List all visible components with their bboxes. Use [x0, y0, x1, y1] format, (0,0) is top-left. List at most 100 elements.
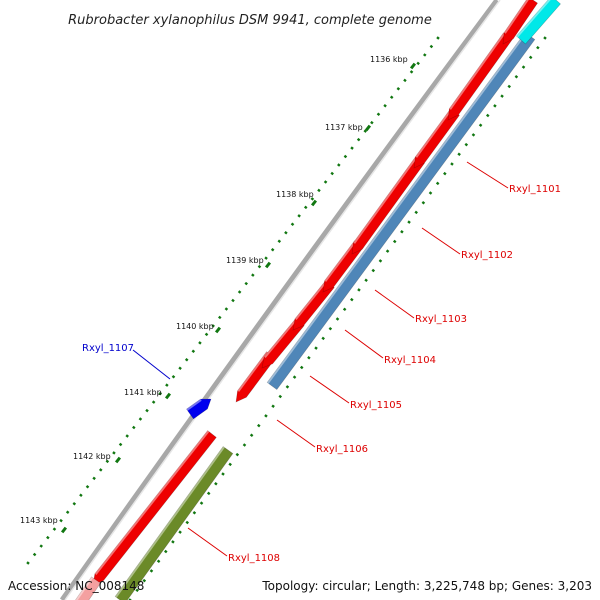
- ruler-dot: [343, 154, 348, 159]
- ruler-ticks: 1136 kbp 1137 kbp 1138 kbp 1139 kbp 1140 kbp…: [20, 36, 547, 600]
- inner-tick: [299, 365, 304, 370]
- ruler-major-tick: [114, 456, 122, 464]
- gene-leader-line: [374, 289, 415, 319]
- inner-tick: [178, 530, 182, 534]
- ruler-dot: [416, 61, 420, 66]
- ruler-dot: [403, 78, 407, 83]
- ruler-dot: [310, 197, 315, 201]
- forward-cds-bar: [75, 576, 101, 600]
- ruler-dot: [132, 425, 136, 430]
- inner-tick: [392, 239, 397, 244]
- ruler-tick-label: 1142 kbp: [73, 452, 111, 461]
- gene-label-rxyl-1103: Rxyl_1103: [415, 314, 467, 325]
- ruler-dot: [26, 561, 30, 565]
- inner-tick: [264, 414, 268, 418]
- ruler-dot: [145, 408, 149, 413]
- inner-tick: [242, 443, 247, 447]
- reverse-feature-bar: [516, 0, 561, 45]
- inner-tick: [228, 462, 232, 467]
- inner-tick: [528, 55, 533, 60]
- gene-label-rxyl-1102: Rxyl_1102: [461, 250, 513, 261]
- ruler-dot: [350, 146, 354, 150]
- ruler-dot: [303, 205, 308, 210]
- ruler-dot: [330, 171, 334, 176]
- ruler-dot: [376, 112, 381, 116]
- gene-leader-line: [187, 527, 228, 557]
- inner-tick: [285, 385, 290, 389]
- ruler-dot: [118, 442, 123, 447]
- ruler-dot: [237, 290, 242, 294]
- inner-tick: [164, 549, 168, 554]
- inner-tick: [536, 45, 540, 50]
- gene-label-rxyl-1107: Rxyl_1107: [82, 343, 134, 354]
- ruler-dot: [158, 391, 163, 396]
- ruler-dot: [125, 434, 129, 438]
- ruler-dot: [92, 476, 96, 481]
- ruler-dot: [171, 374, 176, 379]
- inner-tick: [142, 578, 147, 583]
- ruler-dot: [290, 222, 295, 227]
- ruler-dot: [323, 180, 328, 184]
- gene-label-rxyl-1106: Rxyl_1106: [316, 444, 368, 455]
- gene-leader-line: [309, 375, 350, 404]
- ruler-dot: [257, 264, 262, 269]
- ruler-dot: [423, 53, 427, 57]
- ruler-dot: [231, 298, 235, 303]
- ruler-dot: [191, 349, 196, 354]
- ruler-major-tick: [409, 62, 417, 70]
- inner-tick: [421, 200, 426, 205]
- inner-tick: [443, 171, 447, 176]
- inner-tick: [385, 249, 390, 253]
- inner-tick: [128, 598, 132, 600]
- ruler-dot: [224, 307, 229, 311]
- ruler-dot: [32, 552, 37, 557]
- ruler-tick-label: 1138 kbp: [276, 190, 314, 199]
- inner-tick: [307, 356, 311, 360]
- inner-tick: [378, 259, 383, 263]
- ruler-major-tick: [310, 199, 318, 207]
- inner-tick: [292, 375, 297, 379]
- inner-tick: [149, 569, 154, 573]
- inner-tick: [428, 191, 433, 195]
- ruler-dot: [284, 231, 288, 235]
- inner-tick: [457, 152, 461, 157]
- ruler-dot: [65, 510, 70, 514]
- inner-tick: [135, 588, 139, 593]
- inner-tick: [185, 520, 190, 525]
- gene-leader-line: [276, 419, 316, 448]
- inner-tick: [364, 278, 368, 282]
- inner-tick: [278, 394, 283, 399]
- inner-tick: [371, 268, 376, 273]
- ruler-dot: [198, 341, 202, 345]
- ruler-dot: [429, 44, 434, 49]
- ruler-dot: [389, 95, 394, 100]
- inner-tick: [321, 336, 325, 341]
- ruler-dot: [396, 87, 401, 91]
- inner-tick: [450, 162, 454, 166]
- ruler-dot: [244, 281, 248, 286]
- ruler-dot: [184, 358, 189, 362]
- rxyl-1107-feature: [186, 398, 212, 420]
- reverse-cds-bar: [266, 32, 536, 390]
- forward-cds-bar: [502, 0, 538, 45]
- ruler-dot: [317, 188, 321, 193]
- ruler-dot: [72, 501, 77, 506]
- gene-leader-line: [466, 161, 509, 189]
- accession-text: Accession: NC_008148: [8, 579, 145, 593]
- ruler-tick-label: 1137 kbp: [325, 123, 363, 132]
- inner-tick: [464, 142, 469, 147]
- inner-tick: [414, 210, 418, 215]
- feature-layer: [75, 0, 561, 600]
- inner-tick: [342, 307, 347, 312]
- ruler-dot: [59, 518, 63, 523]
- forward-cds-bar: [351, 156, 425, 255]
- map-title: Rubrobacter xylanophilus DSM 9941, compl…: [68, 13, 432, 28]
- inner-tick: [507, 84, 511, 89]
- ruler-dot: [112, 451, 116, 455]
- backbone-outer: [59, 0, 500, 600]
- inner-tick: [249, 433, 254, 438]
- ruler-dot: [251, 273, 255, 277]
- ruler-dot: [409, 70, 414, 74]
